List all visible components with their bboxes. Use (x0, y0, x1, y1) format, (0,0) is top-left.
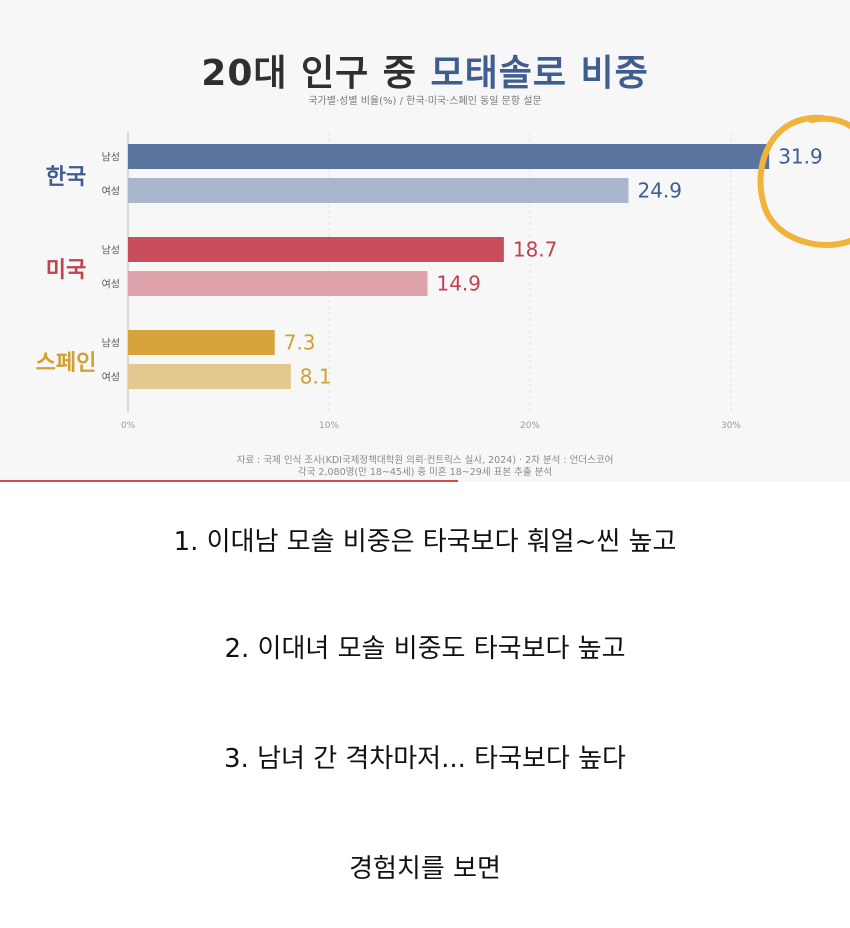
gender-label: 여성 (102, 279, 120, 291)
gender-label: 남성 (102, 245, 120, 257)
caption-line-3: 3. 남녀 간 격차마저... 타국보다 높다 (224, 744, 626, 774)
x-tick-label: 10% (319, 421, 339, 431)
bar (128, 144, 770, 169)
bar (128, 178, 629, 203)
data-label: 31.9 (778, 145, 823, 169)
chart-title-accent: 모태솔로 비중 (430, 53, 649, 94)
panel-divider (0, 480, 458, 482)
x-tick-label: 20% (520, 421, 540, 431)
caption-line-4: 경험치를 보면 (349, 854, 501, 884)
highlight-circle (757, 114, 850, 248)
gender-label: 여성 (102, 186, 120, 198)
country-label: 스페인 (36, 351, 97, 376)
caption-line-1: 1. 이대남 모솔 비중은 타국보다 훠얼~씬 높고 (173, 527, 677, 557)
bar (128, 364, 291, 389)
x-tick-label: 0% (121, 421, 136, 431)
chart-panel: 20대 인구 중 모태솔로 비중 국가별·성별 비율(%) / 한국·미국·스페… (0, 44, 850, 478)
chart-subtitle: 국가별·성별 비율(%) / 한국·미국·스페인 동일 문항 설문 (308, 96, 542, 107)
country-label: 한국 (46, 165, 86, 190)
bar (128, 271, 428, 296)
bar (128, 330, 275, 355)
data-label: 14.9 (436, 272, 481, 296)
source-note-line-2: 각국 2,080명(만 18~45세) 중 미혼 18~29세 표본 추출 분석 (297, 467, 553, 478)
data-label: 18.7 (513, 238, 558, 262)
data-label: 24.9 (637, 179, 682, 203)
data-label: 7.3 (284, 331, 316, 355)
chart-title-main: 20대 인구 중 (201, 53, 431, 94)
gender-label: 남성 (102, 338, 120, 350)
gender-label: 여성 (102, 372, 120, 384)
x-tick-label: 30% (721, 421, 741, 431)
country-label: 미국 (46, 258, 86, 283)
source-note-line-1: 자료 : 국제 인식 조사(KDI국제정책대학원 의뢰·컨트릭스 실사, 202… (236, 455, 614, 466)
gender-label: 남성 (102, 152, 120, 164)
caption-line-2: 2. 이대녀 모솔 비중도 타국보다 높고 (224, 634, 626, 664)
data-label: 8.1 (300, 365, 332, 389)
chart-title: 20대 인구 중 모태솔로 비중 (0, 44, 850, 96)
bar (128, 237, 504, 262)
